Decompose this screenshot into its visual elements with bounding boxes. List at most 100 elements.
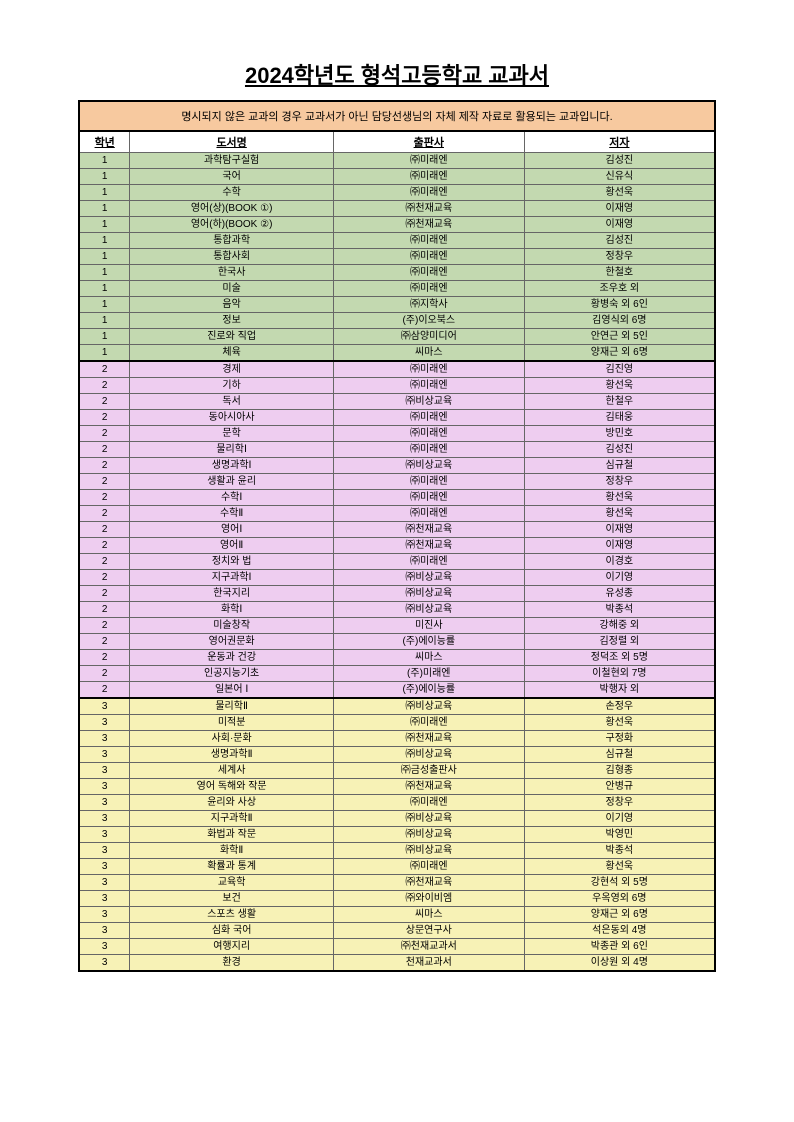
table-row: 2정치와 법㈜미래엔이경호 — [79, 554, 715, 570]
cell-book: 동아시아사 — [130, 410, 334, 426]
cell-author: 석은동외 4명 — [524, 923, 715, 939]
table-row: 3환경천재교과서이상원 외 4명 — [79, 955, 715, 972]
cell-grade: 1 — [79, 185, 130, 201]
cell-author: 한철호 — [524, 265, 715, 281]
cell-publisher: 천재교과서 — [333, 955, 524, 972]
cell-author: 정덕조 외 5명 — [524, 650, 715, 666]
cell-book: 물리학Ⅱ — [130, 698, 334, 715]
cell-publisher: ㈜천재교육 — [333, 522, 524, 538]
cell-book: 수학Ⅱ — [130, 506, 334, 522]
table-row: 1음악㈜지학사황병숙 외 6인 — [79, 297, 715, 313]
cell-publisher: ㈜미래엔 — [333, 859, 524, 875]
cell-publisher: ㈜천재교육 — [333, 731, 524, 747]
textbook-table: 학년 도서명 출판사 저자 1과학탐구실험㈜미래엔김성진1국어㈜미래엔신유식1수… — [78, 130, 716, 972]
cell-author: 정창우 — [524, 795, 715, 811]
cell-grade: 2 — [79, 426, 130, 442]
cell-grade: 1 — [79, 153, 130, 169]
cell-book: 수학Ⅰ — [130, 490, 334, 506]
cell-publisher: ㈜미래엔 — [333, 185, 524, 201]
cell-author: 구정화 — [524, 731, 715, 747]
cell-book: 여행지리 — [130, 939, 334, 955]
cell-grade: 2 — [79, 586, 130, 602]
table-row: 3화법과 작문㈜비상교육박영민 — [79, 827, 715, 843]
cell-grade: 2 — [79, 682, 130, 699]
cell-author: 이기영 — [524, 570, 715, 586]
cell-publisher: ㈜미래엔 — [333, 378, 524, 394]
cell-publisher: 미진사 — [333, 618, 524, 634]
cell-grade: 3 — [79, 875, 130, 891]
cell-book: 지구과학Ⅱ — [130, 811, 334, 827]
cell-publisher: (주)에이능률 — [333, 634, 524, 650]
cell-book: 진로와 직업 — [130, 329, 334, 345]
cell-publisher: ㈜비상교육 — [333, 811, 524, 827]
cell-book: 세계사 — [130, 763, 334, 779]
cell-grade: 3 — [79, 715, 130, 731]
table-row: 3화학Ⅱ㈜비상교육박종석 — [79, 843, 715, 859]
cell-publisher: ㈜금성출판사 — [333, 763, 524, 779]
cell-grade: 2 — [79, 474, 130, 490]
cell-publisher: ㈜비상교육 — [333, 586, 524, 602]
table-row: 1국어㈜미래엔신유식 — [79, 169, 715, 185]
table-row: 2생활과 윤리㈜미래엔정창우 — [79, 474, 715, 490]
cell-grade: 1 — [79, 297, 130, 313]
cell-publisher: ㈜미래엔 — [333, 506, 524, 522]
cell-book: 인공지능기초 — [130, 666, 334, 682]
cell-author: 심규철 — [524, 747, 715, 763]
cell-author: 박영민 — [524, 827, 715, 843]
cell-book: 미술창작 — [130, 618, 334, 634]
cell-book: 한국지리 — [130, 586, 334, 602]
cell-grade: 3 — [79, 955, 130, 972]
cell-grade: 1 — [79, 233, 130, 249]
cell-author: 이재영 — [524, 522, 715, 538]
table-row: 1과학탐구실험㈜미래엔김성진 — [79, 153, 715, 169]
cell-book: 기하 — [130, 378, 334, 394]
cell-grade: 3 — [79, 795, 130, 811]
cell-publisher: ㈜미래엔 — [333, 249, 524, 265]
cell-book: 확률과 통계 — [130, 859, 334, 875]
cell-grade: 3 — [79, 907, 130, 923]
table-row: 2동아시아사㈜미래엔김태웅 — [79, 410, 715, 426]
cell-grade: 3 — [79, 923, 130, 939]
table-row: 3심화 국어상문연구사석은동외 4명 — [79, 923, 715, 939]
cell-grade: 3 — [79, 811, 130, 827]
cell-grade: 3 — [79, 779, 130, 795]
cell-grade: 1 — [79, 249, 130, 265]
cell-author: 박종석 — [524, 602, 715, 618]
table-header-row: 학년 도서명 출판사 저자 — [79, 131, 715, 153]
table-row: 2인공지능기초(주)미래엔이철현외 7명 — [79, 666, 715, 682]
table-row: 3세계사㈜금성출판사김형종 — [79, 763, 715, 779]
cell-author: 김성진 — [524, 442, 715, 458]
cell-author: 김진영 — [524, 361, 715, 378]
cell-publisher: ㈜미래엔 — [333, 426, 524, 442]
table-row: 3생명과학Ⅱ㈜비상교육심규철 — [79, 747, 715, 763]
cell-book: 수학 — [130, 185, 334, 201]
table-row: 3윤리와 사상㈜미래엔정창우 — [79, 795, 715, 811]
cell-publisher: ㈜삼양미디어 — [333, 329, 524, 345]
cell-grade: 3 — [79, 827, 130, 843]
cell-grade: 3 — [79, 698, 130, 715]
cell-author: 이기영 — [524, 811, 715, 827]
cell-publisher: ㈜비상교육 — [333, 602, 524, 618]
cell-book: 문학 — [130, 426, 334, 442]
cell-publisher: ㈜미래엔 — [333, 554, 524, 570]
table-row: 2물리학Ⅰ㈜미래엔김성진 — [79, 442, 715, 458]
cell-grade: 2 — [79, 394, 130, 410]
cell-author: 한철우 — [524, 394, 715, 410]
cell-book: 정치와 법 — [130, 554, 334, 570]
cell-book: 화학Ⅱ — [130, 843, 334, 859]
table-row: 2경제㈜미래엔김진영 — [79, 361, 715, 378]
table-row: 1영어(상)(BOOK ①)㈜천재교육이재영 — [79, 201, 715, 217]
cell-author: 김성진 — [524, 153, 715, 169]
cell-book: 영어(상)(BOOK ①) — [130, 201, 334, 217]
cell-author: 김정렬 외 — [524, 634, 715, 650]
cell-book: 생명과학Ⅰ — [130, 458, 334, 474]
cell-grade: 2 — [79, 378, 130, 394]
cell-book: 정보 — [130, 313, 334, 329]
table-row: 3영어 독해와 작문㈜천재교육안병규 — [79, 779, 715, 795]
cell-author: 손정우 — [524, 698, 715, 715]
cell-author: 이재영 — [524, 538, 715, 554]
cell-author: 박종석 — [524, 843, 715, 859]
cell-publisher: 씨마스 — [333, 345, 524, 362]
header-publisher: 출판사 — [333, 131, 524, 153]
cell-book: 미술 — [130, 281, 334, 297]
